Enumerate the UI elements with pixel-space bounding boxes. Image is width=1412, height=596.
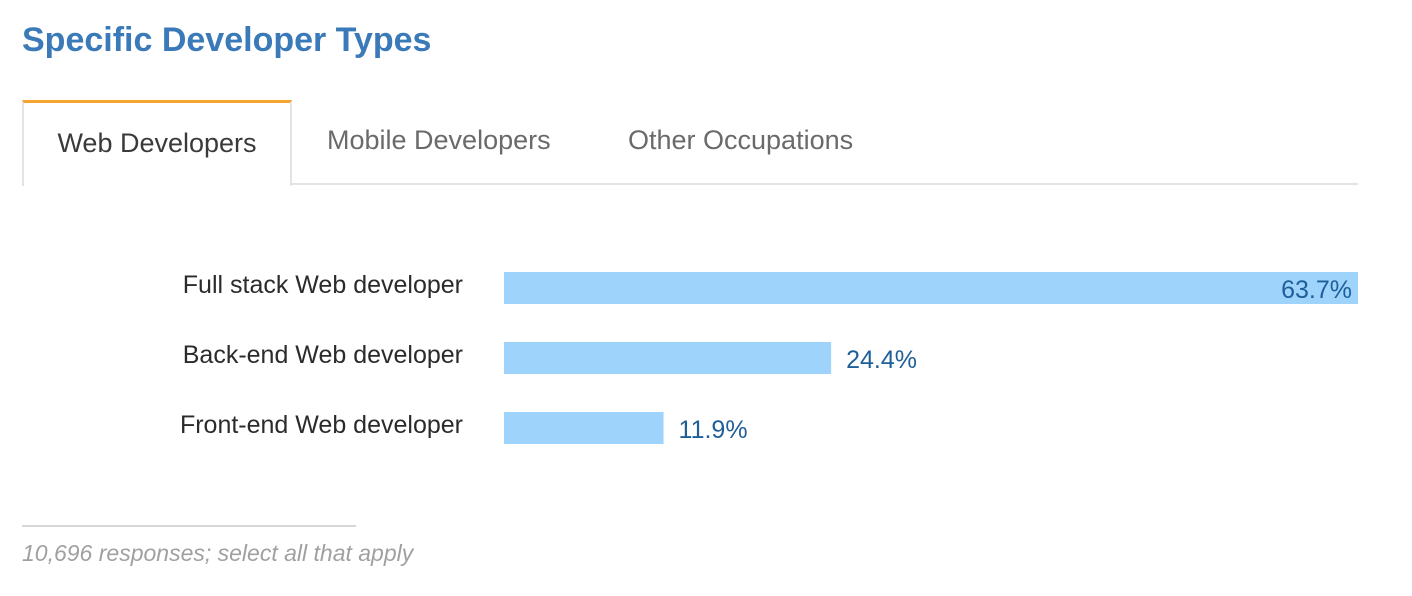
bar-chart: Full stack Web developer 63.7% Back-end We… bbox=[180, 271, 1358, 444]
bar bbox=[504, 412, 664, 444]
bar bbox=[504, 342, 832, 374]
category-label: Front-end Web developer bbox=[180, 411, 463, 439]
tab-bar: Web Developers Mobile Developers Other O… bbox=[22, 100, 1358, 186]
value-label: 24.4% bbox=[846, 346, 917, 374]
category-label: Back-end Web developer bbox=[183, 341, 463, 369]
tab-web-developers[interactable]: Web Developers bbox=[22, 100, 292, 186]
footer-divider bbox=[22, 525, 356, 527]
responses-note: 10,696 responses; select all that apply bbox=[22, 540, 414, 566]
value-label: 63.7% bbox=[1281, 276, 1352, 304]
bar bbox=[504, 272, 1358, 304]
category-label: Full stack Web developer bbox=[183, 271, 463, 299]
tab-other-occupations[interactable]: Other Occupations bbox=[628, 125, 854, 155]
tab-mobile-developers[interactable]: Mobile Developers bbox=[327, 125, 551, 155]
page-title: Specific Developer Types bbox=[22, 21, 432, 59]
value-label: 11.9% bbox=[679, 416, 748, 444]
